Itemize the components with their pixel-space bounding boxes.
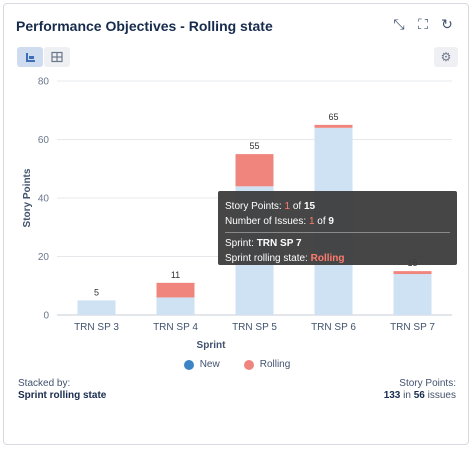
x-tick-label: TRN SP 7 [390, 322, 435, 333]
bar-rolling-3[interactable] [235, 154, 274, 187]
fullscreen-icon[interactable]: ⛶ [418, 17, 428, 33]
x-axis-label: Sprint [197, 340, 227, 351]
y-tick-label: 60 [38, 135, 50, 146]
issues-total: 56 [413, 390, 425, 401]
story-points-total: 133 [383, 390, 401, 401]
y-tick-label: 0 [43, 311, 49, 322]
y-tick-label: 80 [38, 77, 50, 88]
bar-tooltip: Story Points: 1 of 15 Number of Issues: … [218, 191, 457, 265]
bar-new-1[interactable] [77, 300, 116, 315]
tooltip-state: Sprint rolling state: Rolling [225, 253, 345, 264]
x-tick-label: TRN SP 6 [311, 322, 356, 333]
tooltip-story-points: Story Points: 1 of 15 [225, 201, 316, 212]
tooltip-issues: Number of Issues: 1 of 9 [225, 216, 334, 227]
x-tick-label: TRN SP 5 [232, 322, 277, 333]
stacked-by-info: Stacked by: Sprint rolling state [18, 378, 106, 402]
table-icon [51, 51, 63, 63]
legend-label-new: New [199, 359, 220, 370]
page-title: Performance Objectives - Rolling state [16, 18, 273, 34]
bar-new-5[interactable] [393, 274, 432, 315]
y-axis-label: Story Points [22, 168, 33, 227]
bar-new-2[interactable] [156, 297, 195, 315]
legend-label-rolling: Rolling [259, 359, 291, 370]
bar-total-label: 5 [94, 287, 99, 297]
legend-dot-rolling [243, 359, 254, 370]
refresh-icon[interactable]: ↻ [441, 17, 453, 33]
story-points-label: Story Points: [399, 378, 456, 389]
window-controls: ⤡ ⛶ ↻ [391, 17, 455, 33]
tooltip-sprint: Sprint: TRN SP 7 [225, 238, 302, 249]
x-tick-label: TRN SP 4 [153, 322, 198, 333]
y-tick-label: 40 [38, 194, 50, 205]
story-points-summary: Story Points: 133 in 56 issues [384, 378, 456, 402]
table-view-button[interactable] [44, 47, 70, 67]
stacked-by-label: Stacked by: [18, 378, 71, 389]
legend-item-rolling[interactable]: Rolling [243, 359, 291, 370]
x-tick-label: TRN SP 3 [74, 322, 119, 333]
bar-rolling-4[interactable] [314, 124, 353, 128]
bar-chart-icon [26, 53, 35, 62]
chart-view-button[interactable] [17, 47, 43, 67]
chart-legend: New Rolling [0, 359, 474, 370]
y-tick-label: 20 [38, 252, 50, 263]
stacked-by-value: Sprint rolling state [18, 390, 107, 401]
in-text: in [403, 390, 411, 401]
legend-dot-new [183, 359, 194, 370]
bar-rolling-5[interactable] [393, 271, 432, 275]
issues-text: issues [427, 390, 456, 401]
gear-icon[interactable]: ⚙ [434, 47, 458, 67]
legend-item-new[interactable]: New [183, 359, 220, 370]
bar-total-label: 55 [249, 141, 259, 151]
collapse-icon[interactable]: ⤡ [393, 17, 405, 33]
tooltip-separator [225, 232, 450, 233]
bar-total-label: 65 [328, 112, 338, 122]
view-toggle [17, 47, 70, 67]
bar-rolling-2[interactable] [156, 282, 195, 298]
bar-total-label: 11 [171, 270, 180, 280]
